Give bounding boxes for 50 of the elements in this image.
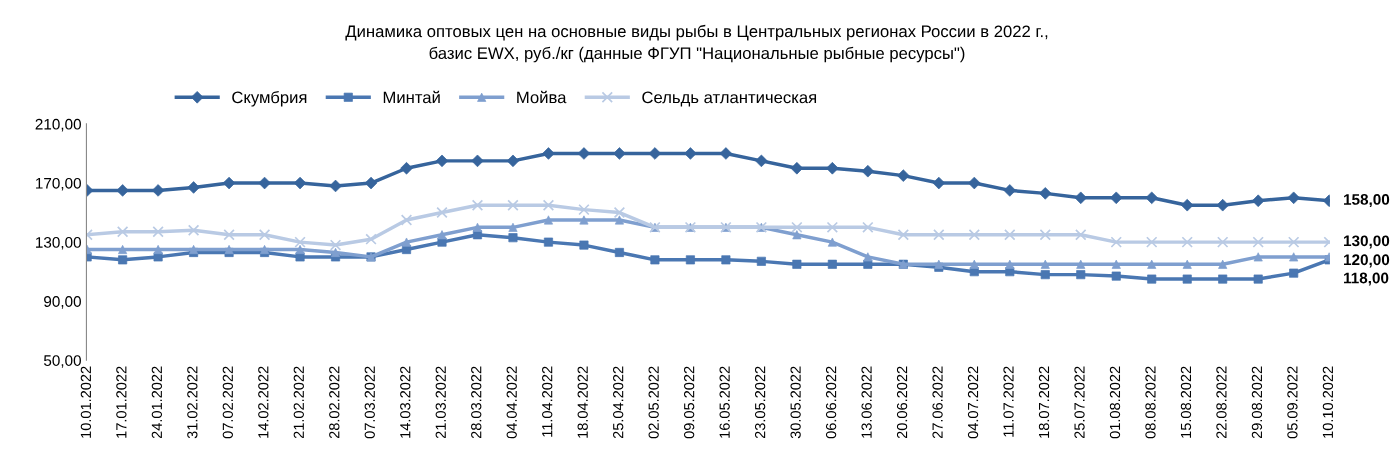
x-tick-label: 01.08.2022 xyxy=(1109,366,1121,439)
x-tick-label: 07.03.2022 xyxy=(364,366,375,439)
annotation: 130,00 xyxy=(1344,235,1390,249)
x-tick-label: 07.02.2022 xyxy=(222,366,233,439)
y-tick-label: 170,00 xyxy=(36,177,81,191)
x-tick-label: 14.02.2022 xyxy=(258,366,269,438)
x-tick-label: 16.05.2022 xyxy=(719,366,730,438)
x-tick-label: 17.01.2022 xyxy=(116,366,127,438)
x-tick-label: 14.03.2022 xyxy=(400,366,411,438)
x-tick-label: 21.02.2022 xyxy=(293,366,304,439)
x-tick-label: 18.07.2022 xyxy=(1038,366,1050,438)
y-tick-label: 210,00 xyxy=(35,118,81,132)
x-tick-label: 06.06.2022 xyxy=(825,366,837,439)
x-tick-label: 10.10.2022 xyxy=(1322,366,1334,438)
x-tick-label: 25.07.2022 xyxy=(1074,366,1085,439)
annotation: 120,00 xyxy=(1344,254,1390,268)
x-tick-label: 27.06.2022 xyxy=(932,366,943,439)
x-tick-label: 18.04.2022 xyxy=(577,366,588,438)
x-tick-label: 28.03.2022 xyxy=(471,366,482,439)
x-tick-label: 13.06.2022 xyxy=(861,366,872,438)
x-tick-label: 31.02.2022 xyxy=(187,366,198,439)
x-tick-label: 04.04.2022 xyxy=(506,366,517,439)
chart-title: Динамика оптовых цен на основные виды рыбы в Центральных регионах России в 2022 г., базис EWX, руб./кг (данные ФГУП "Национальные рыбные ресурсы") xyxy=(345,24,1048,63)
x-tick-label: 20.06.2022 xyxy=(896,366,908,439)
x-tick-label: 04.07.2022 xyxy=(967,366,979,439)
x-tick-label: 15.08.2022 xyxy=(1180,366,1192,438)
legend-label: Скумбрия xyxy=(232,90,307,107)
x-tick-label: 29.08.2022 xyxy=(1251,366,1263,439)
x-tick-label: 30.05.2022 xyxy=(790,366,801,439)
x-tick-label: 22.08.2022 xyxy=(1216,366,1227,439)
x-tick-label: 11.07.2022 xyxy=(1003,366,1014,437)
annotation: 158,00 xyxy=(1344,194,1390,208)
x-tick-label: 11.04.2022 xyxy=(542,366,553,437)
x-tick-label: 25.04.2022 xyxy=(613,366,624,439)
x-tick-label: 23.05.2022 xyxy=(754,366,766,439)
x-tick-label: 24.01.2022 xyxy=(151,366,163,439)
x-tick-label: 05.09.2022 xyxy=(1287,366,1298,439)
y-tick-label: 90,00 xyxy=(44,296,81,309)
x-tick-label: 02.05.2022 xyxy=(648,366,659,439)
y-tick-label: 50,00 xyxy=(43,355,81,368)
x-tick-label: 21.03.2022 xyxy=(435,366,446,439)
legend-label: Мойва xyxy=(517,90,567,104)
x-tick-label: 28.02.2022 xyxy=(329,366,340,439)
annotation: 118,00 xyxy=(1344,272,1389,286)
legend-label: Минтай xyxy=(383,90,440,104)
legend-label: Сельдь атлантическая xyxy=(642,91,817,107)
x-tick-label: 08.08.2022 xyxy=(1145,366,1156,439)
x-tick-label: 10.01.2022 xyxy=(80,366,92,438)
y-tick-label: 130,00 xyxy=(36,236,81,250)
x-tick-label: 09.05.2022 xyxy=(684,366,695,439)
